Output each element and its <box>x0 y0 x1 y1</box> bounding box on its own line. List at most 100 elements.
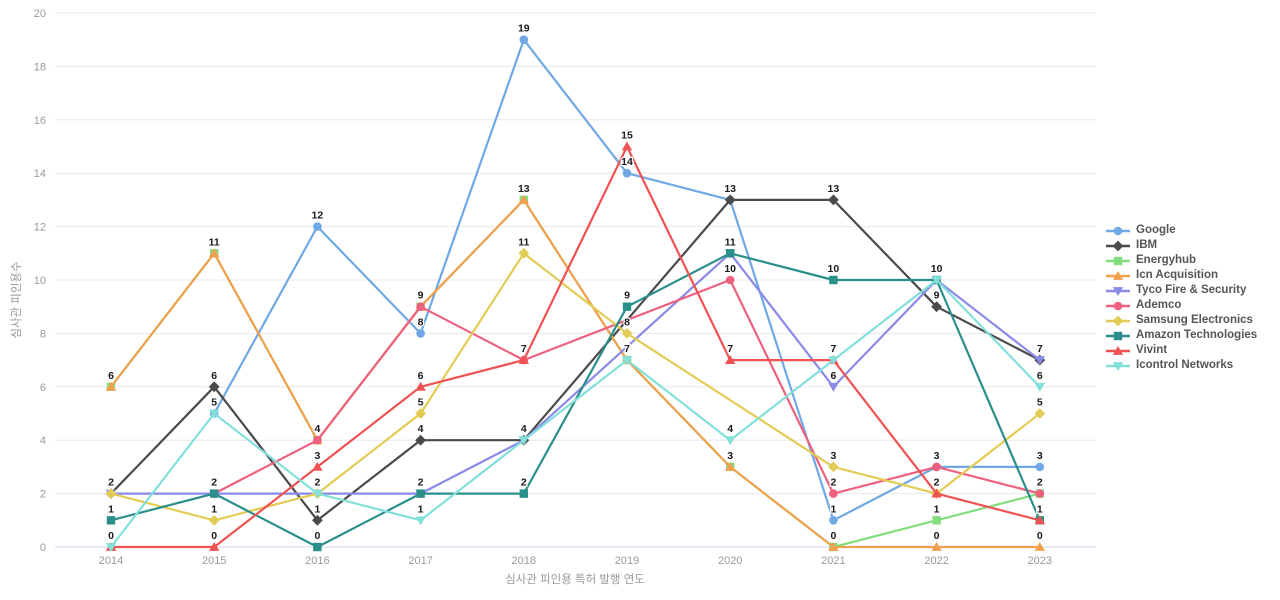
data-point-label: 3 <box>934 450 940 462</box>
data-point-icontrol-networks <box>828 356 839 366</box>
data-point-amazon-technologies <box>622 302 632 311</box>
legend-square-icon <box>1106 331 1130 340</box>
data-point-label: 7 <box>727 343 733 355</box>
data-point-label: 4 <box>314 423 320 435</box>
data-point-vivint <box>621 141 633 151</box>
data-point-amazon-technologies <box>106 516 116 525</box>
data-point-label: 5 <box>1037 397 1043 409</box>
y-tick-label: 0 <box>40 542 46 554</box>
data-point-label: 2 <box>418 477 424 489</box>
legend-diamond-icon <box>1106 240 1130 251</box>
y-tick-label: 2 <box>40 489 46 501</box>
data-point-label: 1 <box>108 503 114 515</box>
x-tick-label-2018: 2018 <box>512 555 536 567</box>
data-point-label: 1 <box>1037 503 1043 515</box>
legend-square-icon <box>1106 256 1130 265</box>
data-point-label: 0 <box>934 530 940 542</box>
data-point-label: 4 <box>727 423 733 435</box>
legend-item-energyhub[interactable]: Energyhub <box>1105 253 1257 268</box>
data-point-label: 3 <box>314 450 320 462</box>
data-point-label: 1 <box>418 503 424 515</box>
data-point-google <box>416 329 425 338</box>
data-point-amazon-technologies <box>726 249 735 258</box>
data-point-label: 6 <box>108 370 114 382</box>
data-point-label: 2 <box>521 477 527 489</box>
x-axis-title: 심사관 피인용 특허 발행 연도 <box>505 574 645 586</box>
series-line-ibm <box>109 198 1041 522</box>
data-point-icontrol-networks <box>931 276 942 285</box>
data-point-ibm <box>312 514 323 526</box>
data-point-icn-acquisition <box>725 461 736 471</box>
data-point-ademco <box>416 302 425 312</box>
data-point-vivint <box>415 381 426 391</box>
data-point-label: 8 <box>624 316 630 328</box>
data-point-label: 7 <box>521 343 527 355</box>
data-point-label: 12 <box>312 210 324 222</box>
data-point-label: 9 <box>934 290 940 302</box>
legend-label: Google <box>1136 224 1176 236</box>
legend-item-samsung-electronics[interactable]: Samsung Electronics <box>1105 313 1257 328</box>
y-tick-label: 20 <box>34 8 46 20</box>
legend-triangle-up-icon <box>1106 270 1130 280</box>
data-point-ibm <box>724 194 736 206</box>
data-point-icn-acquisition <box>209 248 220 258</box>
legend-item-amazon-technologies[interactable]: Amazon Technologies <box>1105 328 1257 343</box>
legend-label: Ademco <box>1136 299 1182 311</box>
data-point-samsung-electronics <box>518 247 530 259</box>
legend-circle-icon <box>1106 301 1130 310</box>
data-point-ademco <box>1035 489 1045 498</box>
legend-item-icontrol-networks[interactable]: Icontrol Networks <box>1105 358 1257 373</box>
data-point-ibm <box>415 434 426 446</box>
data-point-energyhub <box>932 516 941 525</box>
data-point-icontrol-networks <box>209 409 220 419</box>
x-tick-label-2020: 2020 <box>718 555 742 567</box>
data-point-label: 7 <box>830 343 836 355</box>
y-tick-label: 10 <box>34 275 46 287</box>
legend-item-ibm[interactable]: IBM <box>1105 238 1257 253</box>
data-point-vivint <box>931 488 942 498</box>
legend-label: IBM <box>1136 239 1158 251</box>
data-point-label: 10 <box>931 263 943 275</box>
legend-item-google[interactable]: Google <box>1105 223 1257 238</box>
data-point-label: 6 <box>830 370 836 382</box>
legend-item-vivint[interactable]: Vivint <box>1105 343 1257 358</box>
series-line-icontrol-networks <box>109 278 1041 549</box>
data-point-label: 10 <box>931 263 943 275</box>
data-point-label: 7 <box>624 343 630 355</box>
data-point-label: 6 <box>108 370 114 382</box>
data-point-label: 11 <box>209 236 220 248</box>
data-point-ibm <box>828 194 839 206</box>
series-line-vivint <box>109 145 1041 549</box>
data-point-google <box>1035 462 1045 472</box>
data-point-label: 14 <box>621 156 633 168</box>
data-point-icn-acquisition <box>518 194 529 204</box>
data-point-label: 13 <box>724 183 736 195</box>
x-tick-label-2014: 2014 <box>99 555 123 567</box>
legend-label: Vivint <box>1136 344 1168 356</box>
data-point-label: 1 <box>1037 503 1043 515</box>
data-point-icontrol-networks <box>312 489 323 499</box>
legend-item-ademco[interactable]: Ademco <box>1105 298 1257 313</box>
data-point-label: 2 <box>314 477 320 489</box>
data-point-label: 3 <box>1037 450 1043 462</box>
data-point-samsung-electronics <box>208 514 220 526</box>
data-point-label: 7 <box>624 343 630 355</box>
data-point-icn-acquisition <box>1034 542 1045 551</box>
data-point-label: 2 <box>108 477 114 489</box>
data-point-label: 2 <box>211 477 217 489</box>
data-point-label: 13 <box>724 183 736 195</box>
legend-item-icn-acquisition[interactable]: Icn Acquisition <box>1105 268 1257 283</box>
data-point-label: 13 <box>518 183 530 195</box>
data-point-icontrol-networks <box>415 516 426 526</box>
data-point-samsung-electronics <box>415 408 426 419</box>
data-point-icontrol-networks <box>725 436 736 446</box>
legend-item-tyco-fire-security[interactable]: Tyco Fire & Security <box>1105 283 1257 298</box>
data-point-label: 3 <box>830 450 836 462</box>
data-point-label: 1 <box>211 503 217 515</box>
x-tick-label-2021: 2021 <box>821 555 845 567</box>
data-point-icontrol-networks <box>518 436 529 446</box>
data-point-label: 2 <box>314 477 320 489</box>
legend-label: Tyco Fire & Security <box>1136 284 1247 296</box>
data-point-label: 7 <box>1037 343 1043 355</box>
